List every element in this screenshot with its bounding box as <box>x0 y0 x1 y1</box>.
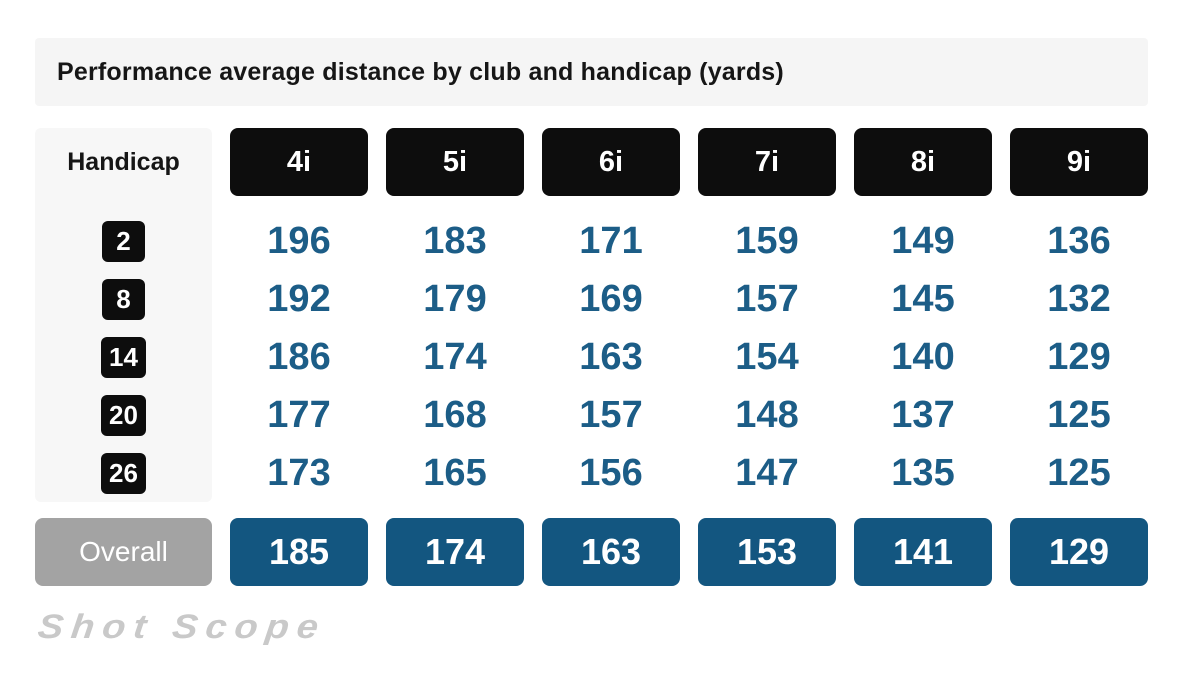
distance-value: 179 <box>423 277 487 320</box>
handicap-slot: 2 <box>35 212 212 270</box>
distance-value: 177 <box>267 393 331 436</box>
club-chip-5i[interactable]: 5i <box>386 128 524 196</box>
handicap-slot: 26 <box>35 444 212 502</box>
distance-value: 163 <box>579 335 643 378</box>
distance-value: 169 <box>579 277 643 320</box>
distance-value: 192 <box>267 277 331 320</box>
distance-value: 140 <box>891 335 955 378</box>
overall-value-7i[interactable]: 153 <box>698 518 836 586</box>
distance-value: 183 <box>423 219 487 262</box>
club-chip-7i[interactable]: 7i <box>698 128 836 196</box>
handicap-chip-8[interactable]: 8 <box>102 278 145 320</box>
handicap-chip-26[interactable]: 26 <box>101 452 146 494</box>
distance-value: 148 <box>735 393 799 436</box>
distance-value: 159 <box>735 219 799 262</box>
page-title: Performance average distance by club and… <box>57 57 784 86</box>
handicap-chip-2[interactable]: 2 <box>102 220 145 262</box>
distance-value: 132 <box>1047 277 1111 320</box>
distance-value: 147 <box>735 451 799 494</box>
distance-value: 157 <box>579 393 643 436</box>
distance-table: Handicap 4i 5i 6i 7i 8i 9i 2 8 14 20 26 … <box>35 128 1148 586</box>
distance-value: 136 <box>1047 219 1111 262</box>
distance-value: 174 <box>423 335 487 378</box>
overall-value-9i[interactable]: 129 <box>1010 518 1148 586</box>
club-chip-6i[interactable]: 6i <box>542 128 680 196</box>
value-column-7i: 159 157 154 148 147 <box>698 212 836 502</box>
value-column-4i: 196 192 186 177 173 <box>230 212 368 502</box>
overall-value-6i[interactable]: 163 <box>542 518 680 586</box>
distance-value: 137 <box>891 393 955 436</box>
overall-value-5i[interactable]: 174 <box>386 518 524 586</box>
handicap-slot: 8 <box>35 270 212 328</box>
overall-value-8i[interactable]: 141 <box>854 518 992 586</box>
handicap-chip-20[interactable]: 20 <box>101 394 146 436</box>
overall-value-4i[interactable]: 185 <box>230 518 368 586</box>
distance-value: 135 <box>891 451 955 494</box>
shot-scope-logo: Shot Scope <box>35 608 329 646</box>
distance-value: 171 <box>579 219 643 262</box>
distance-value: 168 <box>423 393 487 436</box>
value-column-5i: 183 179 174 168 165 <box>386 212 524 502</box>
overall-row-label[interactable]: Overall <box>35 518 212 586</box>
distance-value: 196 <box>267 219 331 262</box>
distance-value: 157 <box>735 277 799 320</box>
handicap-slot: 20 <box>35 386 212 444</box>
title-bar: Performance average distance by club and… <box>35 38 1148 106</box>
distance-value: 145 <box>891 277 955 320</box>
distance-value: 129 <box>1047 335 1111 378</box>
club-chip-4i[interactable]: 4i <box>230 128 368 196</box>
handicap-slot: 14 <box>35 328 212 386</box>
club-chip-8i[interactable]: 8i <box>854 128 992 196</box>
value-column-9i: 136 132 129 125 125 <box>1010 212 1148 502</box>
value-column-8i: 149 145 140 137 135 <box>854 212 992 502</box>
distance-value: 154 <box>735 335 799 378</box>
club-chip-9i[interactable]: 9i <box>1010 128 1148 196</box>
distance-value: 165 <box>423 451 487 494</box>
handicap-chip-14[interactable]: 14 <box>101 336 146 378</box>
distance-value: 156 <box>579 451 643 494</box>
handicap-labels-column: 2 8 14 20 26 <box>35 212 212 502</box>
distance-value: 125 <box>1047 451 1111 494</box>
distance-value: 186 <box>267 335 331 378</box>
distance-value: 149 <box>891 219 955 262</box>
handicap-column-header: Handicap <box>67 147 180 176</box>
distance-value: 173 <box>267 451 331 494</box>
distance-value: 125 <box>1047 393 1111 436</box>
value-column-6i: 171 169 163 157 156 <box>542 212 680 502</box>
